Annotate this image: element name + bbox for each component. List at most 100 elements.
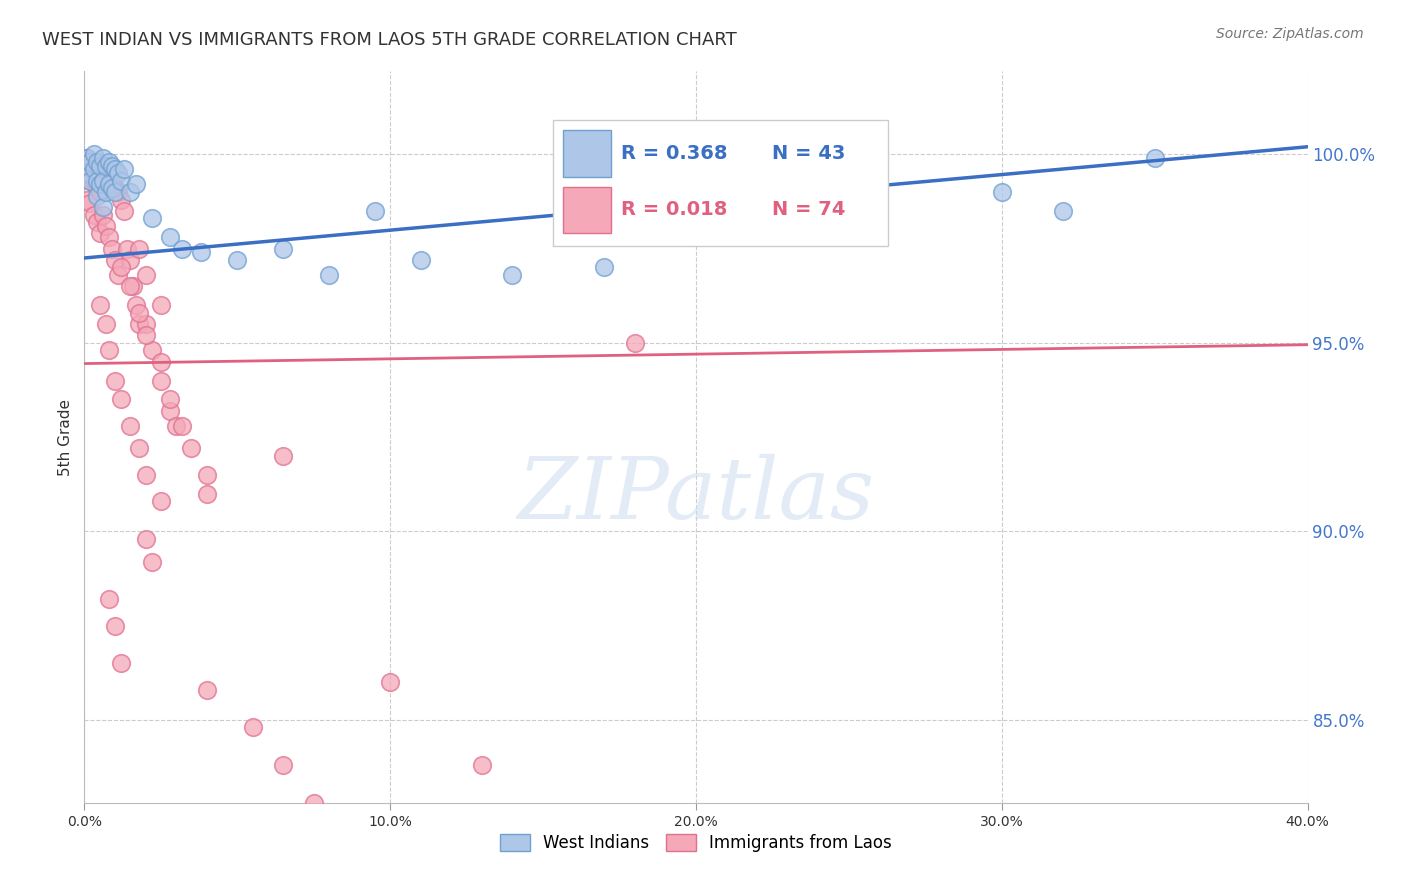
Point [94,219,117,233]
Point [135,532,157,546]
Legend: West Indians, Immigrants from Laos: West Indians, Immigrants from Laos [492,825,900,860]
Point [91,174,114,188]
Point [128,317,150,331]
Point [112,203,135,218]
Point [76,151,98,165]
Text: Source: ZipAtlas.com: Source: ZipAtlas.com [1216,27,1364,41]
Point [120,185,142,199]
Point [149,354,172,368]
Point [409,252,432,267]
Point [172,242,194,256]
Point [91,200,114,214]
Point [1143,151,1166,165]
Point [110,174,132,188]
Point [104,185,127,199]
Point [97,343,120,358]
Point [271,758,294,772]
Point [135,328,157,343]
Point [91,151,114,165]
Point [86,154,108,169]
Point [195,486,218,500]
Point [89,178,111,192]
Point [83,174,105,188]
Point [83,208,105,222]
Point [110,260,132,275]
Point [79,154,101,169]
Point [89,185,111,199]
Text: ZIPatlas: ZIPatlas [517,454,875,537]
Point [104,374,127,388]
Point [89,298,111,312]
Point [128,442,150,456]
Point [159,392,181,407]
Y-axis label: 5th Grade: 5th Grade [58,399,73,475]
Point [165,418,187,433]
Point [107,166,129,180]
Point [271,242,294,256]
Point [86,181,108,195]
Point [86,215,108,229]
Point [91,208,114,222]
Point [94,317,117,331]
Point [76,169,98,184]
Point [141,211,163,226]
Point [120,252,142,267]
Point [135,268,157,282]
Point [97,592,120,607]
Point [76,151,98,165]
Point [101,159,124,173]
Point [226,252,249,267]
Point [97,174,120,188]
Point [471,758,494,772]
Point [104,162,127,177]
Point [195,682,218,697]
Point [125,298,148,312]
Point [79,154,101,169]
Point [101,181,124,195]
Point [83,162,105,177]
Point [97,178,120,192]
Point [83,147,105,161]
Point [79,174,101,188]
Point [89,159,111,173]
Point [107,268,129,282]
Point [624,335,647,350]
Point [97,230,120,244]
Point [128,306,150,320]
Point [120,279,142,293]
Point [195,467,218,482]
Point [107,185,129,199]
Point [141,343,163,358]
Point [104,252,127,267]
Point [122,279,145,293]
Point [135,467,157,482]
Point [76,166,98,180]
Point [89,227,111,241]
Point [1052,203,1074,218]
Point [112,162,135,177]
Point [110,193,132,207]
Point [172,418,194,433]
Point [149,374,172,388]
Point [128,242,150,256]
Point [159,230,181,244]
Point [149,298,172,312]
Point [79,174,101,188]
Point [110,657,132,671]
Point [97,154,120,169]
Point [380,675,402,690]
Point [318,268,340,282]
Point [125,178,148,192]
Point [190,245,212,260]
Point [364,203,387,218]
Point [807,203,830,218]
Point [271,449,294,463]
Point [104,618,127,632]
Point [141,554,163,568]
Point [94,185,117,199]
Point [94,169,117,184]
Point [302,796,325,810]
Point [83,154,105,169]
Point [115,242,138,256]
Point [79,196,101,211]
